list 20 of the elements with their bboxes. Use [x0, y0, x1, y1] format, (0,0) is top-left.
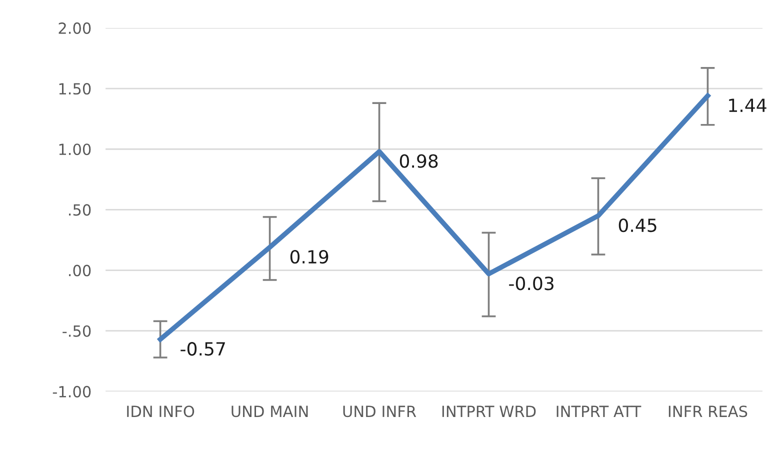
- x-tick-label: INTPRT WRD: [442, 406, 536, 417]
- data-label: 1.44: [729, 98, 766, 112]
- data-label: -0.57: [180, 342, 225, 356]
- y-tick-label: .50: [69, 204, 91, 216]
- y-tick-label: -.50: [62, 325, 91, 337]
- data-label: -0.03: [509, 276, 554, 290]
- x-tick-label: INFR REAS: [668, 406, 748, 418]
- line-series: [158, 93, 710, 342]
- data-label: 0.98: [400, 154, 438, 168]
- y-tick-label: -1.00: [52, 386, 91, 398]
- y-tick-label: 2.00: [58, 22, 91, 34]
- data-label: 0.19: [290, 250, 328, 264]
- x-tick-label: UND INFR: [343, 406, 416, 418]
- y-tick-label: .00: [69, 264, 91, 276]
- data-label: 0.45: [618, 218, 656, 232]
- y-tick-label: 1.00: [59, 144, 91, 156]
- x-tick-label: UND MAIN: [232, 406, 308, 418]
- x-tick-label: IDN INFO: [127, 406, 194, 418]
- y-tick-label: 1.50: [59, 83, 91, 95]
- x-tick-label: INTPRT ATT: [556, 406, 642, 417]
